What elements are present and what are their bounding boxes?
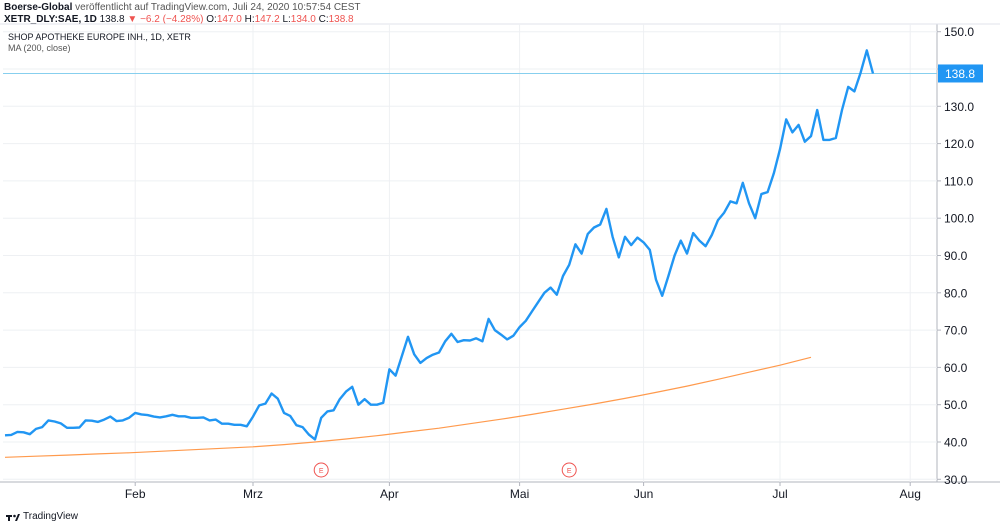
down-arrow-icon: ▼: [127, 14, 138, 25]
close-label: C:: [318, 14, 329, 25]
x-tick-label: Jul: [772, 487, 787, 501]
publish-line: Boerse-Global veröffentlicht auf Trading…: [4, 2, 361, 14]
y-tick-label: 110.0: [944, 174, 973, 188]
y-tick-label: 130.0: [944, 100, 974, 114]
last-price-badge: [938, 64, 983, 83]
x-tick-label: Jun: [634, 487, 653, 501]
price-series-line: [4, 49, 875, 441]
x-tick-label: Mai: [510, 487, 529, 501]
chart-legend: SHOP APOTHEKE EUROPE INH., 1D, XETR MA (…: [8, 32, 191, 54]
x-tick-label: Feb: [125, 487, 146, 501]
earnings-event-marker: [313, 462, 329, 478]
footer: TradingView: [6, 511, 78, 522]
earnings-event-marker: [561, 462, 577, 478]
y-tick-label: 70.0: [944, 324, 968, 338]
low-label: L:: [282, 14, 291, 25]
earnings-event-label: E: [319, 468, 324, 475]
earnings-event-label: E: [567, 468, 572, 475]
legend-ma: MA (200, close): [8, 43, 71, 53]
chart-header: Boerse-Global veröffentlicht auf Trading…: [4, 2, 361, 26]
last-price-badge-label: 138.8: [945, 67, 975, 81]
last-price: 138.8: [99, 14, 125, 25]
published-text: veröffentlicht auf TradingView.com, Juli…: [75, 2, 361, 13]
y-tick-label: 50.0: [944, 398, 968, 412]
open-value: 147.0: [216, 14, 242, 25]
x-tick-label: Aug: [900, 487, 921, 501]
y-tick-label: 60.0: [944, 361, 968, 375]
symbol-label: XETR_DLY:SAE, 1D: [4, 14, 97, 25]
y-tick-label: 100.0: [944, 212, 974, 226]
high-value: 147.2: [254, 14, 280, 25]
open-label: O:: [206, 14, 217, 25]
y-tick-label: 40.0: [944, 436, 968, 450]
ma-series-line: [4, 356, 812, 458]
y-tick-label: 80.0: [944, 286, 968, 300]
high-label: H:: [244, 14, 255, 25]
price-change: −6.2 (−4.28%): [140, 14, 204, 25]
low-value: 134.0: [290, 14, 316, 25]
x-tick-label: Apr: [380, 487, 399, 501]
tradingview-logo-icon: [6, 513, 20, 521]
x-tick-label: Mrz: [243, 487, 263, 501]
y-tick-label: 30.0: [944, 473, 968, 487]
footer-brand[interactable]: TradingView: [23, 511, 79, 522]
y-tick-label: 150.0: [944, 25, 974, 39]
legend-title: SHOP APOTHEKE EUROPE INH., 1D, XETR: [8, 32, 191, 42]
ohlc-line: XETR_DLY:SAE, 1D 138.8 ▼ −6.2 (−4.28%) O…: [4, 14, 361, 26]
y-tick-label: 120.0: [944, 137, 974, 151]
y-tick-label: 90.0: [944, 249, 968, 263]
close-value: 138.8: [328, 14, 354, 25]
publisher-name[interactable]: Boerse-Global: [4, 2, 73, 13]
